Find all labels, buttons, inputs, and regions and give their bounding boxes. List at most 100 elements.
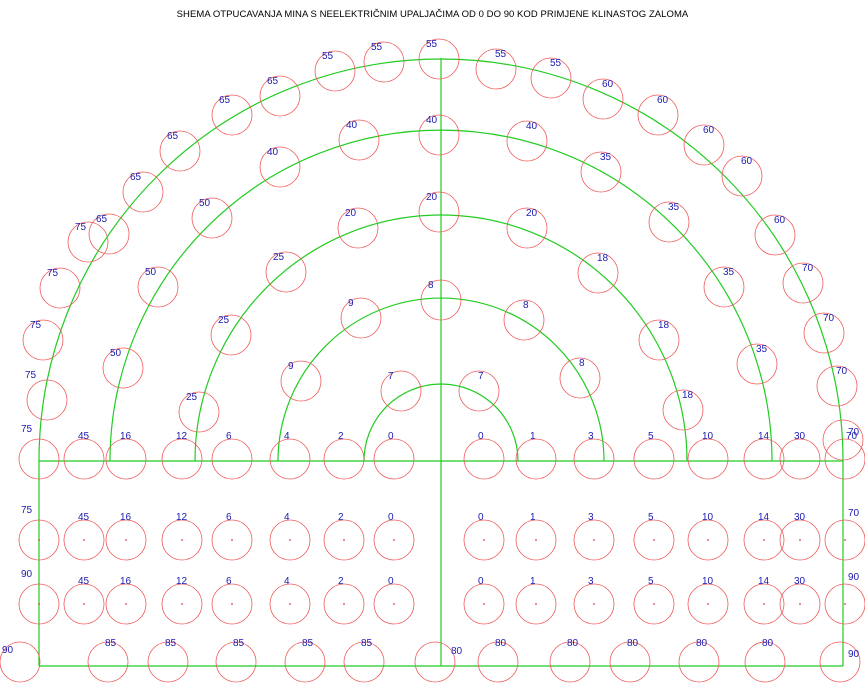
blast-hole: 40	[338, 119, 380, 161]
blast-hole: 12	[161, 512, 203, 561]
hole-circle	[648, 201, 690, 243]
delay-label: 18	[682, 390, 694, 401]
hole-circle	[609, 641, 651, 683]
blast-hole: 10	[687, 512, 729, 561]
delay-label: 80	[495, 638, 507, 649]
delay-label: 75	[21, 424, 33, 435]
hole-circle	[161, 519, 203, 561]
delay-label: 0	[478, 431, 484, 442]
blast-hole: 30	[779, 512, 821, 561]
hole-circle	[816, 365, 858, 407]
blast-hole: 85	[284, 638, 326, 683]
blast-hole: 16	[105, 576, 147, 625]
delay-label: 75	[21, 505, 33, 516]
blast-hole: 18	[662, 389, 704, 431]
delay-label: 5	[648, 431, 654, 442]
blast-hole: 60	[721, 155, 763, 197]
blast-hole: 18	[577, 252, 619, 294]
hole-circle	[678, 641, 720, 683]
hole-circle	[22, 319, 64, 361]
delay-label: 2	[338, 431, 344, 442]
delay-label: 25	[273, 252, 285, 263]
blast-hole: 80	[744, 638, 786, 683]
blast-hole: 65	[88, 213, 130, 255]
hole-circle	[373, 519, 415, 561]
blast-hole: 6	[211, 512, 253, 561]
hole-center-dot	[707, 539, 709, 541]
blast-hole: 70	[824, 508, 865, 561]
hole-circle	[687, 583, 729, 625]
delay-label: 1	[530, 512, 536, 523]
hole-circle	[573, 583, 615, 625]
delay-label: 4	[284, 576, 290, 587]
delay-label: 20	[426, 192, 438, 203]
hole-circle	[63, 438, 105, 480]
delay-label: 60	[657, 95, 669, 106]
blast-hole: 55	[418, 38, 460, 80]
hole-circle	[662, 389, 704, 431]
blast-hole: 0	[373, 576, 415, 625]
hole-circle	[703, 266, 745, 308]
hole-center-dot	[763, 539, 765, 541]
hole-circle	[530, 57, 572, 99]
hole-circle	[418, 191, 460, 233]
blast-hole: 80	[477, 638, 519, 683]
blast-hole: 30	[779, 431, 821, 480]
blast-hole: 70	[816, 365, 858, 407]
hole-circle	[211, 519, 253, 561]
delay-label: 65	[130, 172, 142, 183]
hole-circle	[338, 119, 380, 161]
blast-hole: 75	[22, 319, 64, 361]
hole-center-dot	[231, 603, 233, 605]
delay-label: 6	[226, 576, 232, 587]
blast-hole: 8	[420, 279, 462, 321]
hole-center-dot	[535, 603, 537, 605]
delay-label: 80	[696, 638, 708, 649]
delay-label: 90	[848, 649, 860, 660]
delay-label: 30	[794, 512, 806, 523]
hole-circle	[265, 251, 307, 293]
delay-label: 10	[702, 576, 714, 587]
blast-hole: 90	[824, 572, 865, 625]
hole-center-dot	[181, 603, 183, 605]
delay-label: 80	[762, 638, 774, 649]
hole-circle	[463, 583, 505, 625]
blast-hole: 0	[373, 512, 415, 561]
blast-hole: 65	[259, 75, 301, 117]
delay-label: 9	[288, 361, 294, 372]
hole-circle	[721, 155, 763, 197]
delay-label: 65	[219, 95, 231, 106]
hole-center-dot	[393, 603, 395, 605]
blast-hole: 65	[211, 94, 253, 136]
delay-label: 70	[848, 508, 860, 519]
delay-label: 0	[388, 512, 394, 523]
hole-circle	[477, 641, 519, 683]
delay-label: 12	[176, 431, 188, 442]
delay-label: 25	[186, 392, 198, 403]
hole-center-dot	[593, 539, 595, 541]
blast-hole: 90	[819, 641, 861, 683]
delay-label: 12	[176, 576, 188, 587]
delay-label: 50	[145, 267, 157, 278]
blast-hole: 70	[822, 419, 864, 461]
delay-label: 45	[78, 576, 90, 587]
delay-label: 4	[284, 512, 290, 523]
blast-hole: 12	[161, 431, 203, 480]
hole-circle	[463, 519, 505, 561]
delay-label: 40	[346, 120, 358, 131]
hole-circle	[458, 370, 500, 412]
hole-circle	[323, 519, 365, 561]
delay-label: 16	[120, 576, 132, 587]
hole-circle	[414, 641, 456, 683]
delay-label: 75	[25, 370, 37, 381]
delay-label: 18	[597, 253, 609, 264]
hole-center-dot	[844, 603, 846, 605]
hole-center-dot	[83, 603, 85, 605]
delay-label: 20	[526, 208, 538, 219]
blast-hole: 14	[743, 512, 785, 561]
delay-label: 50	[110, 348, 122, 359]
hole-circle	[506, 120, 548, 162]
blast-hole: 4	[269, 431, 311, 480]
